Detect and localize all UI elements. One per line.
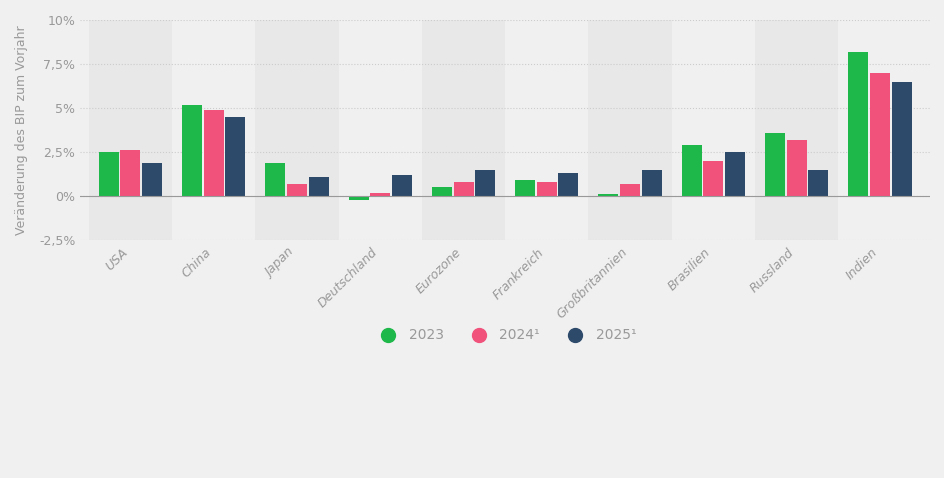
Bar (309, 177, 329, 196)
Bar (536, 182, 556, 196)
Legend: 2023, 2024¹, 2025¹: 2023, 2024¹, 2025¹ (368, 323, 641, 348)
Bar (348, 196, 368, 200)
Bar (671, 20, 754, 240)
Bar (98, 152, 119, 196)
Bar (225, 117, 245, 196)
Bar (431, 187, 451, 196)
Bar (558, 174, 578, 196)
Bar (641, 170, 661, 196)
Bar (120, 151, 140, 196)
Bar (598, 195, 617, 196)
Bar (453, 182, 473, 196)
Bar (421, 20, 505, 240)
Bar (392, 175, 412, 196)
Bar (142, 163, 161, 196)
Bar (837, 20, 920, 240)
Bar (514, 180, 534, 196)
Bar (724, 152, 744, 196)
Bar (848, 52, 868, 196)
Bar (505, 20, 588, 240)
Bar (182, 105, 202, 196)
Bar (765, 133, 784, 196)
Bar (287, 184, 307, 196)
Bar (255, 20, 338, 240)
Bar (588, 20, 671, 240)
Bar (370, 193, 390, 196)
Bar (702, 161, 723, 196)
Bar (807, 170, 828, 196)
Bar (172, 20, 255, 240)
Bar (475, 170, 495, 196)
Bar (869, 73, 889, 196)
Bar (754, 20, 837, 240)
Bar (681, 145, 701, 196)
Y-axis label: Veränderung des BIP zum Vorjahr: Veränderung des BIP zum Vorjahr (15, 25, 28, 235)
Bar (265, 163, 285, 196)
Bar (891, 82, 911, 196)
Bar (786, 140, 806, 196)
Bar (89, 20, 172, 240)
Bar (203, 110, 224, 196)
Bar (338, 20, 421, 240)
Bar (619, 184, 639, 196)
